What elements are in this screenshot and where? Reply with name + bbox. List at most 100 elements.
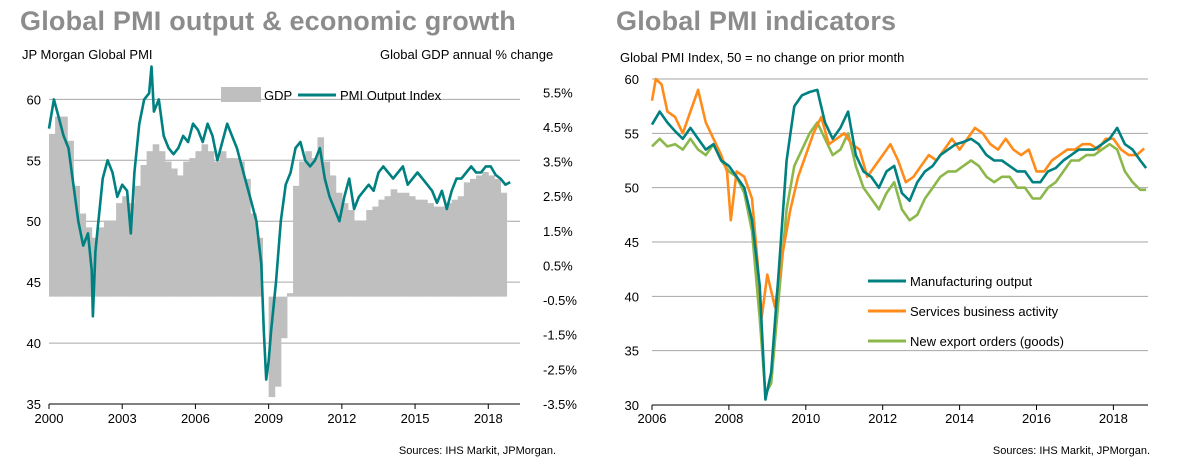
gdp-bar xyxy=(469,178,477,297)
x-tick-label: 2014 xyxy=(945,411,974,426)
x-tick-label: 2012 xyxy=(868,411,897,426)
gdp-bar xyxy=(433,206,440,297)
gdp-bar xyxy=(354,220,361,297)
y-tick-label: 40 xyxy=(625,289,639,304)
gdp-bar xyxy=(482,171,489,297)
gdp-bar xyxy=(250,213,257,297)
series-line-1 xyxy=(650,77,1146,320)
gdp-bar xyxy=(317,137,325,297)
x-tick-label: 2006 xyxy=(181,411,210,426)
gdp-bar xyxy=(366,210,373,297)
y-tick-label: 35 xyxy=(625,344,639,359)
gdp-bar xyxy=(232,158,239,297)
left-chart-panel: Global PMI output & economic growth JP M… xyxy=(20,6,577,457)
gdp-bar xyxy=(73,185,81,297)
gdp-bar xyxy=(402,192,410,297)
gdp-bar xyxy=(171,168,178,297)
gdp-bar xyxy=(463,182,471,297)
gdp-bar xyxy=(378,199,386,297)
gdp-bar xyxy=(451,199,459,297)
gdp-bar xyxy=(61,116,68,297)
gdp-bar xyxy=(244,178,251,297)
gdp-bar xyxy=(213,161,221,297)
gdp-bar xyxy=(427,203,434,297)
right-chart-title: Global PMI indicators xyxy=(616,6,897,36)
gdp-bar xyxy=(323,161,331,297)
gdp-bar xyxy=(500,192,508,297)
gdp-bar xyxy=(49,133,56,297)
y2-tick-label: 4.5% xyxy=(543,120,573,135)
y-tick-label: 50 xyxy=(625,181,639,196)
x-tick-label: 2015 xyxy=(401,411,430,426)
x-tick-label: 2009 xyxy=(254,411,283,426)
gdp-bar xyxy=(384,196,392,297)
legend-label-1: Services business activity xyxy=(910,304,1059,319)
gdp-bar xyxy=(146,151,154,297)
right-chart-source: Sources: IHS Markit, JPMorgan. xyxy=(992,445,1150,457)
legend-pmi-label: PMI Output Index xyxy=(340,88,442,103)
gdp-bar xyxy=(274,296,282,387)
gdp-bar xyxy=(152,144,160,297)
x-tick-label: 2018 xyxy=(1099,411,1128,426)
gdp-bar xyxy=(110,220,117,297)
y-tick-label: 45 xyxy=(625,235,639,250)
gdp-bar xyxy=(85,227,93,297)
y-tick-label: 50 xyxy=(27,214,41,229)
gdp-bar xyxy=(341,203,349,297)
x-tick-label: 2008 xyxy=(714,411,743,426)
y-tick-label: 35 xyxy=(27,397,41,412)
pmi-output-line xyxy=(47,65,511,381)
x-tick-label: 2000 xyxy=(35,411,64,426)
gdp-bar xyxy=(335,192,343,297)
gdp-bar xyxy=(360,220,367,297)
left-chart-title: Global PMI output & economic growth xyxy=(20,6,516,36)
right-chart-subtitle: Global PMI Index, 50 = no change on prio… xyxy=(620,50,905,65)
gdp-bar xyxy=(286,293,294,297)
gdp-bar xyxy=(299,161,306,297)
gdp-bar xyxy=(134,185,142,297)
left-chart-svg: 35 40 45 50 55 60 -3.5% -2.5% -1.5% -0.5% 0.5% 1.5%… xyxy=(27,65,577,426)
legend-label-0: Manufacturing output xyxy=(910,274,1033,289)
y-tick-label: 45 xyxy=(27,275,41,290)
gdp-bar xyxy=(164,161,172,297)
y2-tick-label: 0.5% xyxy=(543,258,573,273)
x-tick-label: 2012 xyxy=(327,411,356,426)
gdp-bar xyxy=(238,161,245,297)
y2-tick-label: -1.5% xyxy=(543,328,577,343)
x-tick-label: 2003 xyxy=(108,411,137,426)
gdp-bar xyxy=(408,196,416,297)
gdp-bar xyxy=(305,151,312,297)
gdp-bar xyxy=(97,227,105,297)
gdp-bar xyxy=(494,178,501,297)
gdp-bar xyxy=(128,203,135,297)
gdp-bar xyxy=(439,206,447,297)
x-tick-label: 2016 xyxy=(1022,411,1051,426)
gdp-bar xyxy=(421,199,428,297)
legend-gdp-label: GDP xyxy=(264,88,292,103)
gdp-bar xyxy=(122,196,129,297)
x-tick-label: 2006 xyxy=(638,411,667,426)
gdp-bar xyxy=(311,158,318,297)
x-tick-label: 2010 xyxy=(791,411,820,426)
gdp-bar xyxy=(445,203,453,297)
gdp-bar xyxy=(219,151,227,297)
y2-tick-label: -3.5% xyxy=(543,397,577,412)
right-axis-label: Global GDP annual % change xyxy=(380,47,554,62)
gdp-bar xyxy=(225,158,233,297)
y-tick-label: 30 xyxy=(625,398,639,413)
y-tick-label: 55 xyxy=(27,153,41,168)
gdp-bar xyxy=(207,151,215,297)
gdp-bar xyxy=(201,144,209,297)
gdp-bar xyxy=(183,161,190,297)
gdp-bar xyxy=(158,151,166,297)
left-chart-source: Sources: IHS Markit, JPMorgan. xyxy=(398,445,556,457)
gdp-bar xyxy=(67,140,74,297)
gdp-bar xyxy=(103,220,111,297)
x-tick-label: 2018 xyxy=(474,411,503,426)
y-tick-label: 55 xyxy=(625,126,639,141)
y-tick-label: 60 xyxy=(625,72,639,87)
gdp-bar xyxy=(488,175,495,297)
gdp-bar xyxy=(390,189,398,297)
gdp-bar xyxy=(396,192,404,297)
gdp-bar xyxy=(189,158,196,297)
